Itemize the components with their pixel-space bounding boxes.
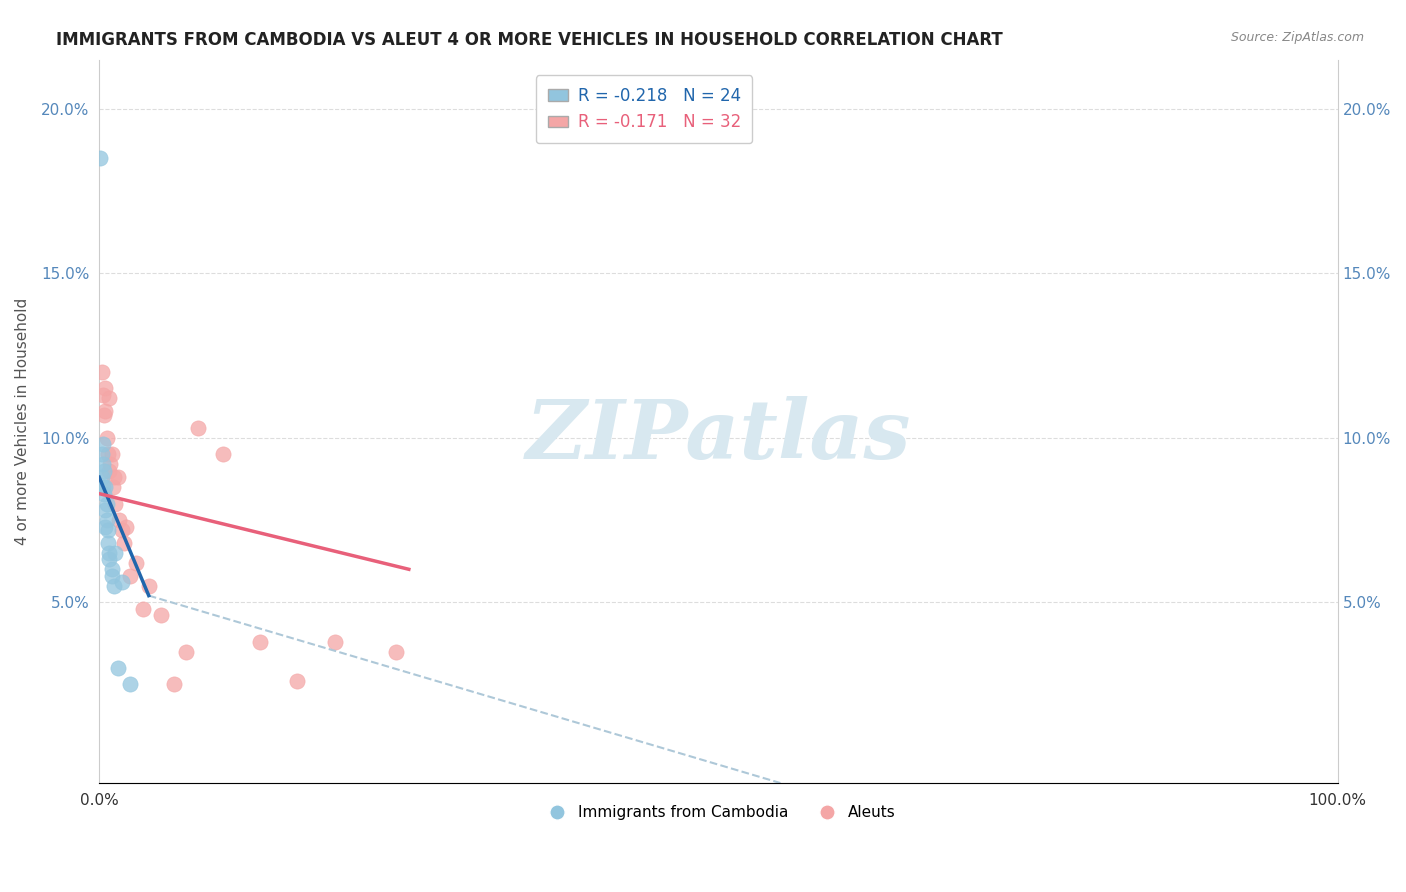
Point xyxy=(115,519,138,533)
Point xyxy=(249,634,271,648)
Point xyxy=(98,464,121,478)
Point xyxy=(103,470,125,484)
Point xyxy=(93,408,115,422)
Text: ZIPatlas: ZIPatlas xyxy=(526,396,911,475)
Point xyxy=(100,562,122,576)
Point xyxy=(101,480,124,494)
Point xyxy=(98,457,121,471)
Point xyxy=(104,496,127,510)
Point xyxy=(94,519,117,533)
Point xyxy=(91,388,114,402)
Point xyxy=(94,480,117,494)
Point xyxy=(212,447,235,461)
Point xyxy=(108,513,131,527)
Text: IMMIGRANTS FROM CAMBODIA VS ALEUT 4 OR MORE VEHICLES IN HOUSEHOLD CORRELATION CH: IMMIGRANTS FROM CAMBODIA VS ALEUT 4 OR M… xyxy=(56,31,1002,49)
Point xyxy=(91,457,114,471)
Point xyxy=(162,677,184,691)
Point xyxy=(90,447,112,461)
Point xyxy=(385,644,408,658)
Point xyxy=(174,644,197,658)
Point xyxy=(107,470,129,484)
Point xyxy=(107,661,129,675)
Point xyxy=(96,513,118,527)
Point xyxy=(131,601,153,615)
Point xyxy=(187,421,209,435)
Point xyxy=(323,634,346,648)
Point xyxy=(89,151,111,165)
Point xyxy=(90,365,112,379)
Point xyxy=(120,569,142,583)
Point xyxy=(97,536,120,550)
Point xyxy=(110,575,132,590)
Point xyxy=(94,503,117,517)
Point xyxy=(125,556,148,570)
Point xyxy=(91,480,114,494)
Legend: Immigrants from Cambodia, Aleuts: Immigrants from Cambodia, Aleuts xyxy=(536,799,901,826)
Point xyxy=(287,674,309,689)
Point xyxy=(100,447,122,461)
Point xyxy=(97,523,120,537)
Point xyxy=(120,677,142,691)
Point xyxy=(100,569,122,583)
Point xyxy=(110,523,132,537)
Point xyxy=(91,437,114,451)
Point xyxy=(96,496,118,510)
Point xyxy=(98,552,121,566)
Point xyxy=(150,608,173,623)
Point xyxy=(94,404,117,418)
Point xyxy=(103,579,125,593)
Point xyxy=(90,470,112,484)
Point xyxy=(97,447,120,461)
Y-axis label: 4 or more Vehicles in Household: 4 or more Vehicles in Household xyxy=(15,298,30,545)
Point xyxy=(104,546,127,560)
Point xyxy=(96,431,118,445)
Text: Source: ZipAtlas.com: Source: ZipAtlas.com xyxy=(1230,31,1364,45)
Point xyxy=(98,546,121,560)
Point xyxy=(93,486,115,500)
Point xyxy=(93,464,115,478)
Point xyxy=(98,392,121,406)
Point xyxy=(138,579,160,593)
Point xyxy=(112,536,135,550)
Point xyxy=(94,381,117,395)
